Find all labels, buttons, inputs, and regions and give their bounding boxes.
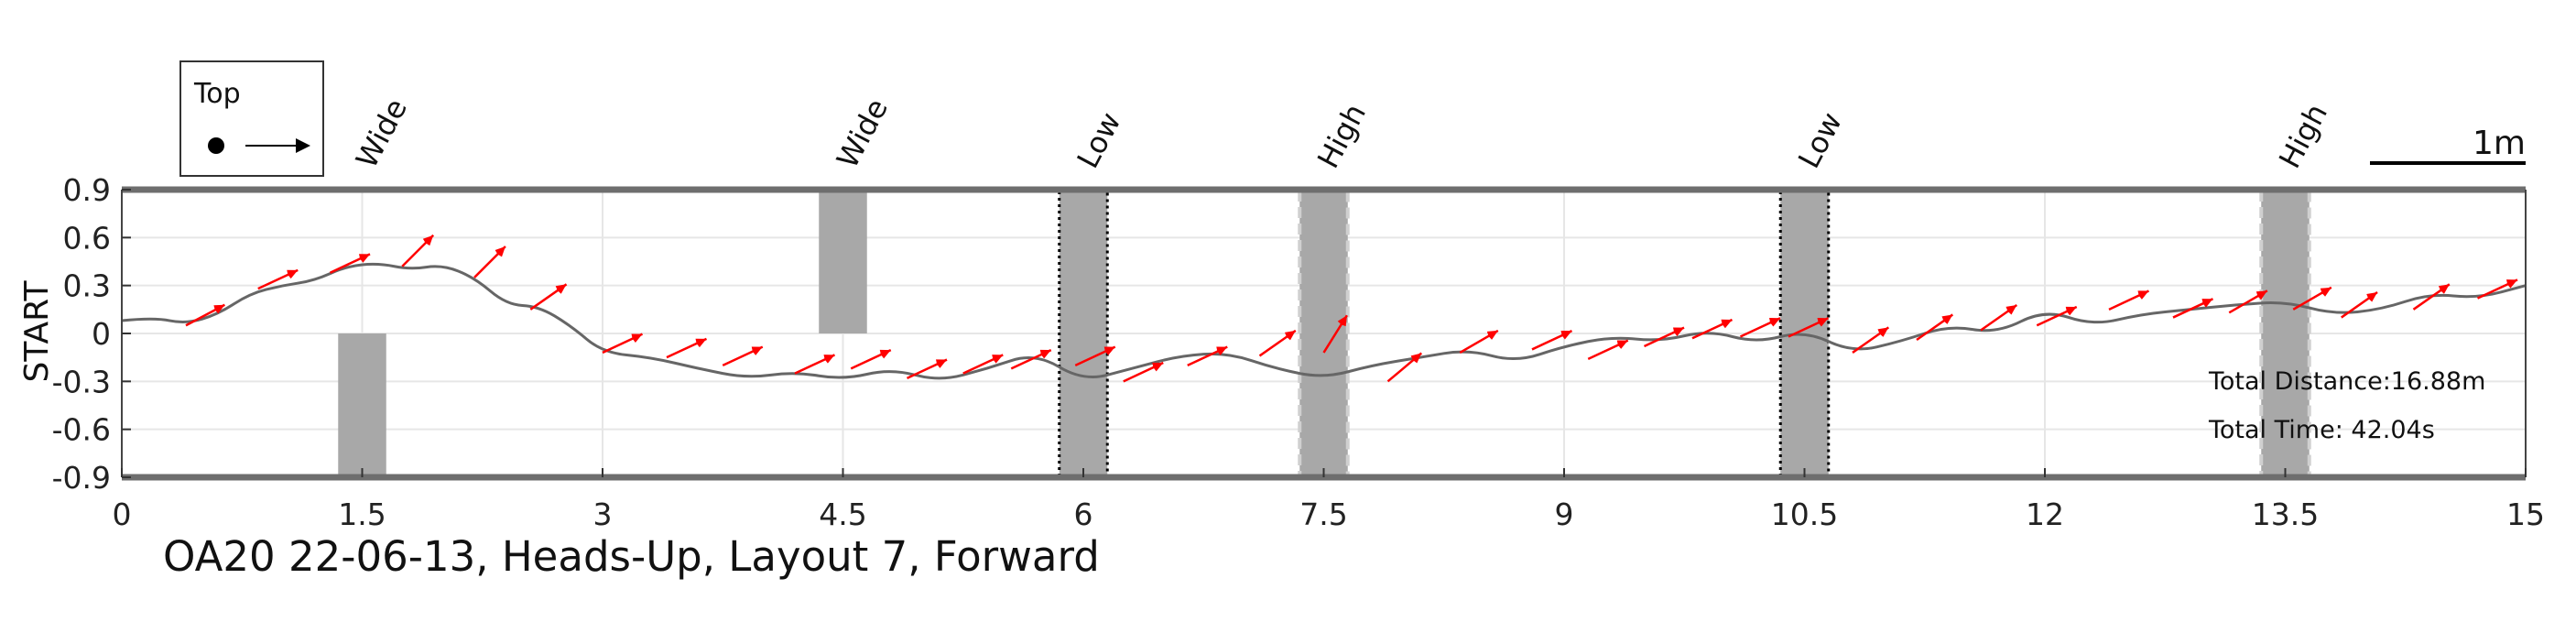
x-tick-label: 10.5 xyxy=(1771,497,1838,532)
heading-arrow-head xyxy=(1039,349,1051,359)
legend-label: Top xyxy=(193,78,241,110)
chart-title: OA20 22-06-13, Heads-Up, Layout 7, Forwa… xyxy=(163,532,1100,581)
trajectory-series xyxy=(121,262,2527,380)
scale-bar: 1m xyxy=(2370,125,2526,165)
heading-arrow-head xyxy=(823,355,835,364)
heading-arrow-head xyxy=(2366,292,2378,302)
x-tick-label: 9 xyxy=(1555,497,1574,532)
obstacle-low-bar xyxy=(1058,188,1109,479)
heading-arrow-head xyxy=(1616,340,1628,349)
x-tick-label: 3 xyxy=(593,497,613,532)
heading-arrow-head xyxy=(2005,304,2017,315)
heading-arrow-head xyxy=(1486,330,1498,340)
heading-arrow-head xyxy=(1216,346,1228,355)
y-axis-ticks: 0.9 0.6 0.3 0 -0.3 -0.6 -0.9 xyxy=(52,172,131,496)
x-tick-label: 4.5 xyxy=(819,497,866,532)
heading-arrow-head xyxy=(1721,319,1733,329)
heading-arrow-head xyxy=(2320,287,2331,297)
heading-arrow-head xyxy=(213,304,225,314)
legend: Top xyxy=(179,60,324,177)
y-tick-label: 0.3 xyxy=(63,268,111,304)
legend-box xyxy=(179,60,324,177)
y-tick-label: 0 xyxy=(92,316,111,352)
x-axis-ticks: 0 1.5 3 4.5 6 7.5 9 10.5 12 13.5 15 xyxy=(113,468,2545,532)
heading-arrow-head xyxy=(1560,330,1572,340)
heading-arrow-head xyxy=(2255,290,2267,300)
scale-bar-label: 1m xyxy=(2473,125,2526,162)
y-tick-label: -0.9 xyxy=(52,460,111,496)
x-tick-label: 6 xyxy=(1074,497,1093,532)
y-axis-label: START xyxy=(18,279,56,382)
x-tick-label: 0 xyxy=(113,497,132,532)
heading-arrow-head xyxy=(1769,318,1781,327)
y-tick-label: -0.3 xyxy=(52,364,111,399)
heading-arrow-head xyxy=(695,338,707,348)
heading-arrow-head xyxy=(631,333,643,343)
heading-arrow-head xyxy=(936,359,948,368)
heading-arrow-head xyxy=(359,254,371,263)
heading-arrow-head xyxy=(1410,353,1422,364)
heading-arrow-head xyxy=(1673,327,1685,336)
heading-arrow-head xyxy=(751,346,763,355)
heading-arrow-head xyxy=(1941,314,1953,324)
heading-arrows xyxy=(185,234,2518,383)
x-tick-label: 15 xyxy=(2506,497,2545,532)
heading-arrow-head xyxy=(992,355,1004,364)
obstacle-high-bar xyxy=(1298,188,1350,479)
heading-arrow-head xyxy=(1817,318,1829,327)
y-tick-label: 0.9 xyxy=(63,172,111,208)
heading-arrow-head xyxy=(2137,290,2149,300)
heading-arrow-head xyxy=(1877,327,1889,337)
y-tick-label: -0.6 xyxy=(52,412,111,448)
heading-arrow-head xyxy=(555,284,567,294)
obstacle-regions xyxy=(338,188,2311,479)
obstacle-wide-bar xyxy=(819,190,867,333)
obstacle-wide-bar xyxy=(338,333,386,477)
x-tick-label: 1.5 xyxy=(338,497,386,532)
heading-arrow-head xyxy=(422,235,434,246)
x-tick-label: 7.5 xyxy=(1299,497,1347,532)
heading-arrow-head xyxy=(879,349,891,359)
total-time-text: Total Time: 42.04s xyxy=(2208,416,2435,444)
x-tick-label: 13.5 xyxy=(2252,497,2319,532)
heading-arrow-head xyxy=(495,246,505,257)
heading-arrow-head xyxy=(1337,315,1347,327)
heading-arrow-head xyxy=(2506,279,2518,289)
heading-arrow-head xyxy=(2065,306,2077,316)
heading-arrow-head xyxy=(1103,346,1115,355)
heading-arrow-head xyxy=(2438,284,2450,294)
heading-arrow-head xyxy=(1152,362,1164,372)
heading-arrow-head xyxy=(2201,299,2213,308)
trajectory-line xyxy=(121,262,2527,380)
heading-arrow-head xyxy=(287,269,299,279)
y-tick-label: 0.6 xyxy=(63,220,111,256)
total-distance-text: Total Distance:16.88m xyxy=(2208,367,2485,396)
legend-arrowhead-icon xyxy=(296,138,310,153)
legend-dot-icon xyxy=(208,137,224,154)
heading-arrow-head xyxy=(1284,330,1296,341)
x-tick-label: 12 xyxy=(2026,497,2064,532)
